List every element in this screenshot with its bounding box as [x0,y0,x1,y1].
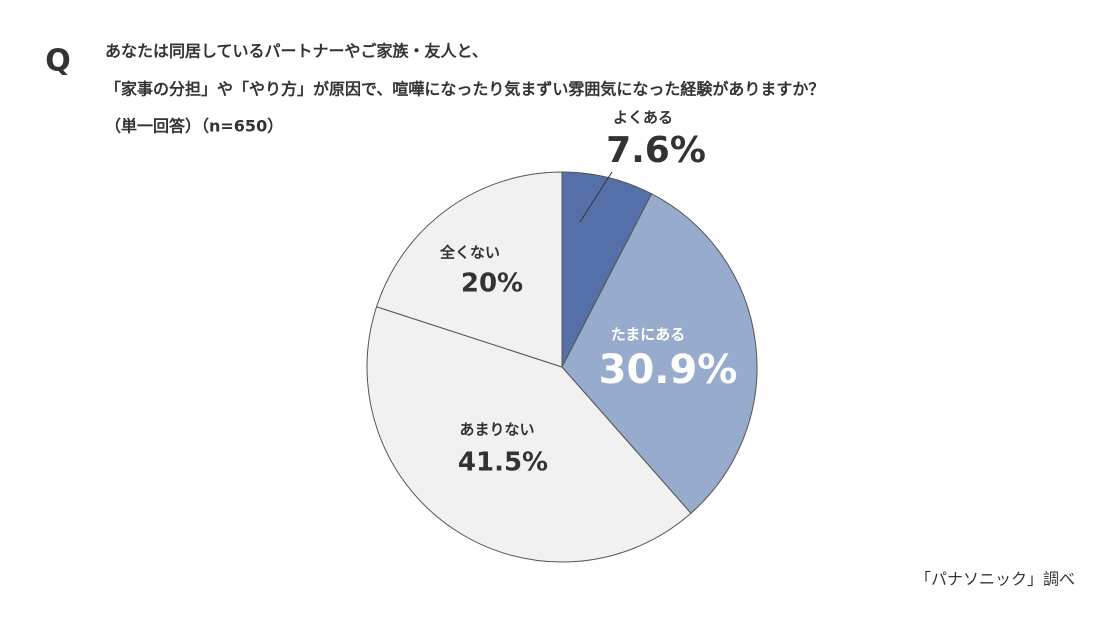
category-label: 全くない [439,244,500,262]
title-line: あなたは同居しているパートナーやご家族・友人と、 [105,42,488,61]
category-label: あまりない [459,421,534,439]
value-label: 41.5% [458,448,548,478]
value-label: 20% [461,269,523,299]
pie-slice [375,171,563,368]
category-label: よくある [613,109,673,127]
question-marker: Q [45,44,71,79]
value-label: 7.6% [606,130,706,171]
title-line: 「家事の分担」や「やり方」が原因で、喧嘩になったり気まずい雰囲気になった経験があ… [105,80,824,99]
source-note: 「パナソニック」調べ [915,570,1075,589]
pie-slice [366,306,692,563]
category-label: たまにある [611,326,686,344]
title-line: （単一回答）（n=650） [105,117,283,136]
leader-line [579,171,613,223]
pie-slice [561,193,758,514]
value-label: 30.9% [599,347,738,393]
